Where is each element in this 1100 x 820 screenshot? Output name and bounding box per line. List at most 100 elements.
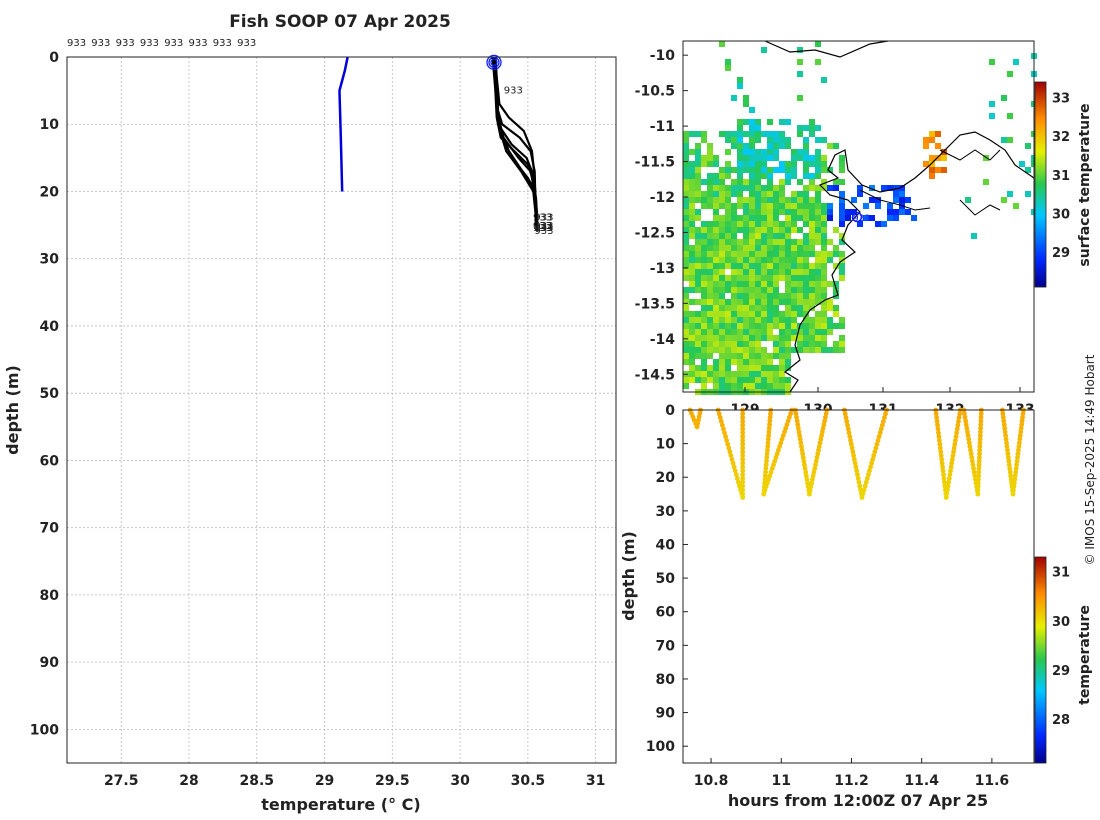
sst-pixel xyxy=(707,341,713,347)
sst-pixel xyxy=(719,251,725,257)
sst-pixel xyxy=(743,245,749,251)
map-y-tick-label: -10 xyxy=(650,48,676,64)
profile-top-label: 933 xyxy=(189,38,208,49)
cast-point xyxy=(941,476,947,481)
timeseries-y-tick-label: 50 xyxy=(656,571,676,587)
sst-pixel xyxy=(683,197,689,203)
timeseries-colorbar-band xyxy=(1035,674,1046,676)
cast-point xyxy=(951,449,956,455)
sst-pixel xyxy=(791,209,797,215)
sst-pixel xyxy=(761,197,767,203)
sst-pixel xyxy=(779,299,785,305)
sst-pixel xyxy=(815,323,821,329)
map-colorbar-band xyxy=(1035,232,1046,234)
sst-pixel xyxy=(713,347,719,353)
sst-pixel xyxy=(821,179,827,185)
sst-pixel xyxy=(755,251,761,257)
sst-pixel xyxy=(791,347,797,353)
map-colorbar-band xyxy=(1035,222,1046,224)
cast-point xyxy=(1011,480,1017,486)
sst-pixel xyxy=(797,275,803,281)
map-colorbar-band xyxy=(1035,278,1046,280)
map-colorbar-band xyxy=(1035,274,1046,276)
sst-pixel xyxy=(749,179,755,185)
map-colorbar-band xyxy=(1035,281,1046,283)
sst-pixel xyxy=(761,191,767,197)
sst-pixel xyxy=(779,359,785,365)
timeseries-y-tick-label: 30 xyxy=(656,504,676,520)
sst-pixel xyxy=(779,269,785,275)
sst-pixel xyxy=(815,167,821,173)
sst-pixel xyxy=(761,317,767,323)
map-colorbar-band xyxy=(1035,126,1046,128)
cast-point xyxy=(740,495,746,500)
cast-point xyxy=(801,458,807,464)
sst-pixel xyxy=(761,305,767,311)
timeseries-colorbar-band xyxy=(1035,662,1046,664)
sst-pixel xyxy=(701,179,707,185)
sst-pixel xyxy=(791,311,797,317)
timeseries-colorbar-band xyxy=(1035,593,1046,595)
sst-pixel xyxy=(815,341,821,347)
timeseries-colorbar-band xyxy=(1035,675,1046,677)
cast-point xyxy=(1000,414,1006,420)
timeseries-colorbar-band xyxy=(1035,745,1046,747)
sst-pixel xyxy=(713,377,719,383)
sst-pixel xyxy=(725,317,731,323)
sst-pixel xyxy=(761,299,767,305)
sst-pixel xyxy=(761,329,767,335)
sst-pixel xyxy=(815,287,821,293)
map-colorbar-band xyxy=(1035,195,1046,197)
sst-pixel xyxy=(827,143,833,149)
sst-pixel xyxy=(707,329,713,335)
map-colorbar-band xyxy=(1035,155,1046,157)
sst-pixel xyxy=(1025,191,1031,197)
cast-point xyxy=(847,434,853,440)
sst-pixel xyxy=(761,269,767,275)
sst-pixel xyxy=(683,185,689,191)
map-colorbar-band xyxy=(1035,85,1046,87)
sst-pixel xyxy=(761,155,767,161)
cast-point xyxy=(765,436,771,442)
sst-pixel xyxy=(839,215,845,221)
sst-pixel xyxy=(713,299,719,305)
sst-pixel xyxy=(707,299,713,305)
sst-pixel xyxy=(797,257,803,263)
cast-point xyxy=(799,444,804,449)
sst-pixel xyxy=(743,293,749,299)
sst-pixel xyxy=(803,137,809,143)
sst-pixel xyxy=(767,383,773,389)
sst-pixel xyxy=(755,383,761,389)
sst-pixel xyxy=(713,359,719,365)
sst-pixel xyxy=(701,263,707,269)
sst-pixel xyxy=(707,293,713,299)
timeseries-colorbar-band xyxy=(1035,723,1046,725)
timeseries-colorbar-band xyxy=(1035,725,1046,727)
sst-pixel xyxy=(761,287,767,293)
timeseries-colorbar-band xyxy=(1035,667,1046,669)
cast-point xyxy=(936,438,942,443)
profile-end-label: 933 xyxy=(533,221,552,232)
map-colorbar-band xyxy=(1035,285,1046,287)
sst-pixel xyxy=(761,47,767,53)
sst-pixel xyxy=(773,185,779,191)
sst-pixel xyxy=(737,125,743,131)
sst-pixel xyxy=(683,359,689,365)
sst-pixel xyxy=(737,377,743,383)
cast-point xyxy=(878,426,884,432)
sst-pixel xyxy=(737,359,743,365)
map-colorbar-band xyxy=(1035,132,1046,134)
sst-pixel xyxy=(785,161,791,167)
sst-pixel xyxy=(773,269,779,275)
sst-pixel xyxy=(731,179,737,185)
sst-pixel xyxy=(815,311,821,317)
timeseries-colorbar-band xyxy=(1035,753,1046,755)
timeseries-x-tick-label: 10.8 xyxy=(694,773,729,789)
sst-pixel xyxy=(695,179,701,185)
map-colorbar-band xyxy=(1035,240,1046,242)
sst-pixel xyxy=(767,359,773,365)
cast-point xyxy=(943,495,949,500)
sst-pixel xyxy=(875,203,881,209)
sst-pixel xyxy=(797,179,803,185)
cast-point xyxy=(813,462,818,468)
